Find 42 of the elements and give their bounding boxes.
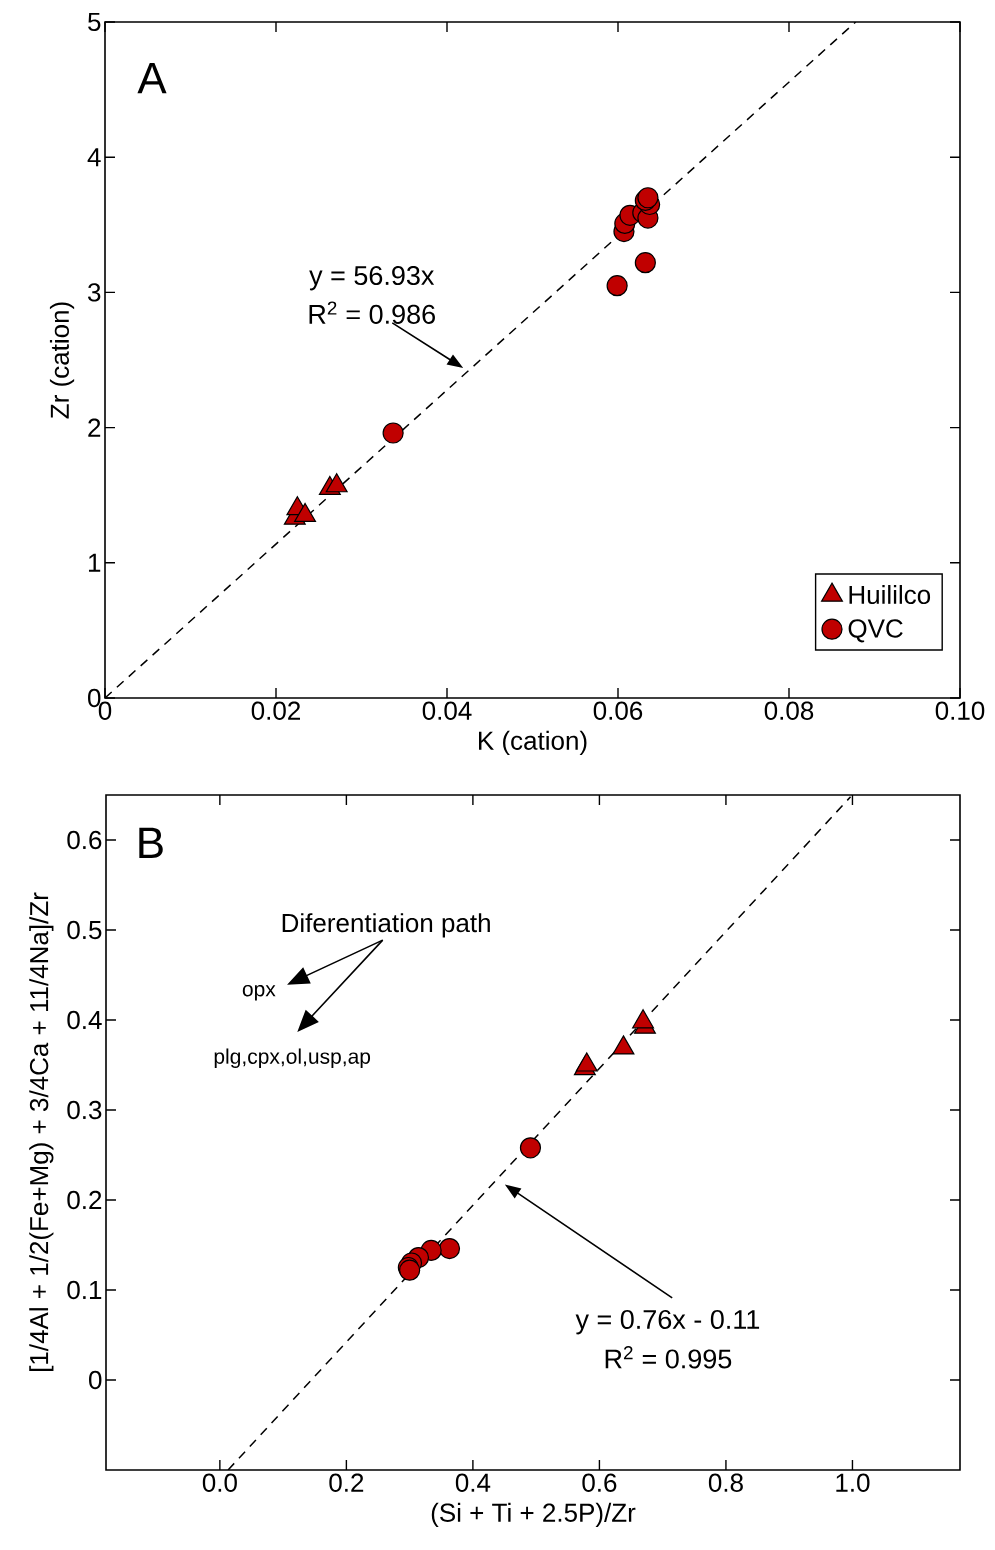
x-tick-label: 1.0 — [836, 1473, 870, 1492]
x-tick-label: 0.0 — [202, 1473, 237, 1492]
annotation: y = 56.93x — [309, 265, 435, 291]
y-tick-label: 0.6 — [67, 830, 102, 850]
y-tick-label: 1 — [88, 553, 101, 572]
y-tick-label: 0.1 — [67, 1280, 102, 1300]
annotation: B — [139, 827, 163, 859]
annotation: R$^{2}$ = 0.995 — [605, 1346, 732, 1369]
y-axis-title: Zr (cation) — [49, 302, 75, 419]
legend-label: Huililco — [849, 584, 931, 605]
point — [634, 252, 656, 274]
point — [325, 473, 348, 493]
y-tick-label: 0.2 — [67, 1190, 102, 1210]
annotation: R$^{2}$ = 0.986 — [309, 301, 435, 324]
y-tick-label: 0.4 — [67, 1010, 102, 1030]
annotation: Diferentiation path — [282, 913, 490, 938]
y-tick-label: 2 — [88, 418, 101, 437]
y-tick-label: 0.3 — [67, 1100, 102, 1120]
x-axis-title: K (cation) — [479, 730, 587, 756]
point — [606, 275, 628, 297]
annotation: opx — [242, 984, 276, 1001]
y-tick-label: 5 — [88, 12, 101, 32]
y-axis-title: [1/4Al + 1/2(Fe+Mg) + 3/4Ca + 11/4Na]/Zr — [29, 892, 54, 1372]
x-tick-label: 0.04 — [422, 701, 472, 720]
legend-label: QVC — [848, 619, 903, 643]
annotation: A — [137, 62, 167, 94]
annotation: plg,cpx,ol,usp,ap — [214, 1048, 371, 1069]
x-tick-label: 0.6 — [582, 1473, 617, 1492]
x-tick-label: 0.06 — [593, 701, 643, 720]
x-tick-label: 0.8 — [708, 1473, 743, 1492]
x-tick-label: 0.4 — [455, 1473, 491, 1492]
x-tick-label: 0.10 — [935, 701, 985, 720]
y-tick-label: 0 — [89, 1370, 102, 1390]
x-tick-label: 0.2 — [329, 1473, 364, 1492]
point — [294, 502, 317, 523]
x-axis-title: (Si + Ti + 2.5P)/Zr — [431, 1502, 636, 1528]
x-tick-label: 0.02 — [251, 701, 300, 720]
x-tick-label: 0.08 — [764, 701, 814, 720]
y-tick-label: 0.5 — [67, 920, 102, 940]
y-tick-label: 3 — [87, 283, 101, 302]
y-tick-label: 4 — [87, 148, 101, 167]
annotation: y = 0.76x - 0.11 — [575, 1309, 760, 1335]
